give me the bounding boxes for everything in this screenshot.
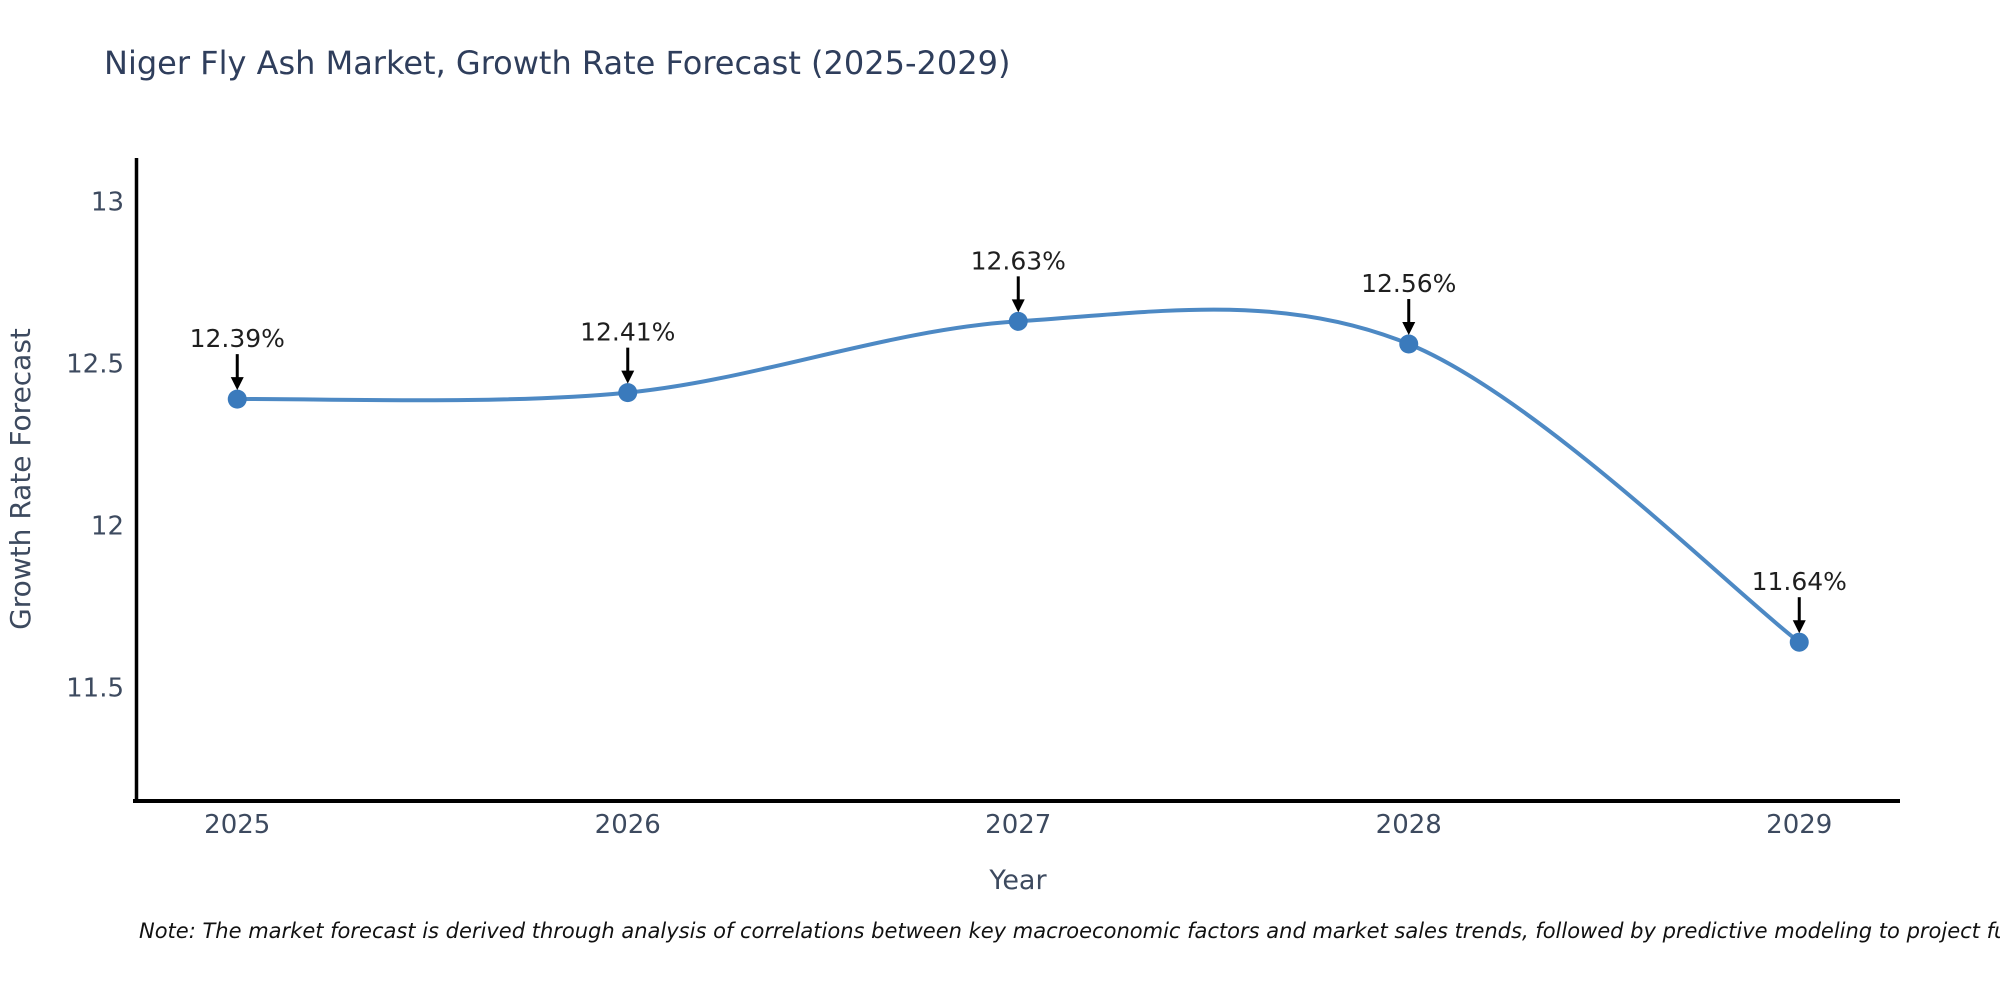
forecast-line <box>235 307 1802 645</box>
data-point-marker <box>1008 311 1028 331</box>
y-axis-title: Growth Rate Forecast <box>4 328 37 630</box>
data-point-label: 12.63% <box>971 246 1066 275</box>
annotation-arrowhead-icon <box>1402 322 1416 336</box>
y-tick-label: 12 <box>91 512 124 542</box>
footnote: Note: The market forecast is derived thr… <box>139 919 2000 943</box>
x-tick-label: 2025 <box>204 810 270 840</box>
x-tick-label: 2029 <box>1766 810 1832 840</box>
data-point-label: 12.41% <box>580 318 675 347</box>
x-tick-label: 2027 <box>985 810 1051 840</box>
x-tick-label: 2026 <box>595 810 661 840</box>
annotation-arrowhead-icon <box>1011 299 1025 313</box>
y-tick-label: 13 <box>91 187 124 217</box>
annotation-arrowhead-icon <box>230 377 244 391</box>
annotation-arrowhead-icon <box>1792 620 1806 634</box>
annotation-arrowhead-icon <box>621 370 635 384</box>
y-tick-label: 11.5 <box>66 674 124 704</box>
data-point-marker <box>227 389 247 409</box>
x-tick-label: 2028 <box>1376 810 1442 840</box>
data-point-marker <box>1399 334 1419 354</box>
data-point-marker <box>618 383 638 403</box>
x-axis-title: Year <box>988 865 1047 896</box>
y-tick-label: 12.5 <box>66 349 124 379</box>
data-point-label: 11.64% <box>1752 567 1847 596</box>
data-point-label: 12.39% <box>190 324 285 353</box>
chart-title: Niger Fly Ash Market, Growth Rate Foreca… <box>104 44 1011 82</box>
data-point-label: 12.56% <box>1361 269 1456 298</box>
data-point-marker <box>1789 632 1809 652</box>
